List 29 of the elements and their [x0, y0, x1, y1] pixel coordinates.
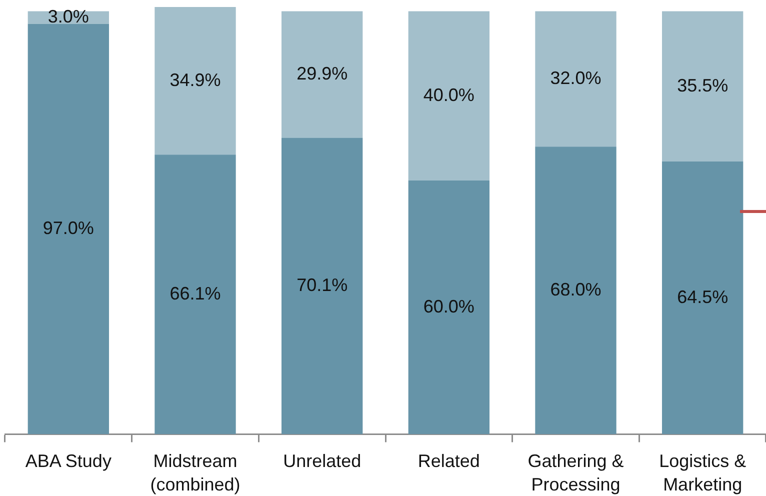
data-label: 3.0%: [48, 6, 89, 27]
data-label: 70.1%: [296, 274, 348, 295]
bar: [281, 11, 363, 138]
bar: [154, 154, 236, 434]
x-tick-label: Gathering & Processing: [528, 450, 624, 494]
data-label: 68.0%: [550, 279, 602, 300]
x-tick-label: ABA Study: [25, 450, 112, 471]
bar: [408, 180, 490, 434]
data-label: 66.1%: [170, 283, 221, 304]
data-label: 32.0%: [550, 68, 602, 88]
data-label: 64.5%: [677, 286, 728, 307]
bar: [535, 146, 616, 434]
x-tick-label: Logistics & Marketing: [659, 450, 746, 494]
data-label: 60.0%: [423, 296, 474, 316]
bar: [662, 11, 744, 162]
data-label: 29.9%: [296, 63, 348, 84]
bar: [662, 161, 744, 434]
data-label: 40.0%: [423, 84, 474, 105]
bar: [281, 138, 363, 434]
data-label: 35.5%: [677, 75, 728, 96]
x-tick-label: Midstream (combined): [150, 450, 240, 494]
x-tick-label: Related: [418, 450, 480, 471]
data-label: 97.0%: [42, 218, 94, 238]
bar: [154, 7, 236, 155]
x-tick-label: Unrelated: [283, 450, 362, 471]
bar: [535, 11, 616, 147]
data-label: 34.9%: [170, 70, 221, 90]
bar: [408, 11, 490, 180]
bar: [28, 24, 110, 434]
